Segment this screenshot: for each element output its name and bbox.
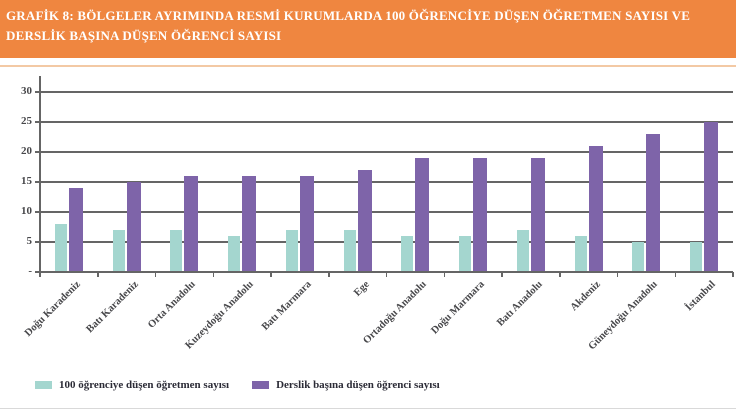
bar-students-per-classroom (357, 170, 372, 272)
bar-students-per-classroom (473, 158, 488, 272)
x-axis-tick (674, 272, 676, 277)
y-axis-tick (35, 121, 40, 123)
chart-title-line-1: GRAFİK 8: BÖLGELER AYRIMINDA RESMİ KURUM… (6, 8, 691, 23)
bar-teachers-per-100-students (112, 230, 125, 272)
chart-title-bar: GRAFİK 8: BÖLGELER AYRIMINDA RESMİ KURUM… (0, 0, 736, 58)
bottom-divider (0, 408, 736, 409)
bar-students-per-classroom (588, 146, 603, 272)
legend-item-teachers-per-100-students: 100 öğrenciye düşen öğretmen sayısı (35, 379, 229, 391)
x-axis-tick (270, 272, 272, 277)
legend-label-students: Derslik başına düşen öğrenci sayısı (276, 379, 440, 391)
y-axis-label: 25 (21, 115, 32, 127)
y-axis-label: 20 (21, 145, 32, 157)
y-axis-tick (35, 91, 40, 93)
y-axis-label: 5 (26, 235, 33, 247)
x-axis-tick (212, 272, 214, 277)
bar-students-per-classroom (646, 134, 661, 272)
x-axis-label: Güneydoğu Anadolu (586, 279, 661, 353)
gridline (40, 151, 733, 153)
y-axis-tick (35, 181, 40, 183)
bar-teachers-per-100-students (632, 242, 645, 272)
x-axis-label: İstanbul (683, 279, 718, 314)
bar-teachers-per-100-students (170, 230, 183, 272)
bar-teachers-per-100-students (574, 236, 587, 272)
x-axis-tick (501, 272, 503, 277)
legend-swatch-purple (252, 381, 270, 389)
gridline (40, 121, 733, 123)
x-axis-tick (97, 272, 99, 277)
x-axis-label: Batı Anadolu (494, 279, 545, 329)
bar-students-per-classroom (242, 176, 257, 272)
bar-students-per-classroom (530, 158, 545, 272)
x-axis-tick (559, 272, 561, 277)
chart-title-line-2: DERSLİK BAŞINA DÜŞEN ÖĞRENCİ SAYISI (6, 27, 282, 43)
y-axis-label: 10 (21, 205, 32, 217)
bar-teachers-per-100-students (401, 236, 414, 272)
gridline (40, 241, 733, 243)
bar-students-per-classroom (704, 122, 719, 272)
bar-students-per-classroom (415, 158, 430, 272)
y-axis-tick (35, 241, 40, 243)
y-axis-tick (35, 211, 40, 213)
x-axis-tick (39, 272, 41, 277)
bar-students-per-classroom (126, 182, 141, 272)
x-axis-label: Akdeniz (568, 279, 603, 314)
y-axis-tick (35, 271, 40, 273)
header-separator (0, 65, 736, 67)
bar-teachers-per-100-students (516, 230, 529, 272)
gridline (40, 211, 733, 213)
legend-label-teachers: 100 öğrenciye düşen öğretmen sayısı (59, 379, 230, 391)
y-axis-label: 15 (21, 175, 32, 187)
x-axis-tick (328, 272, 330, 277)
x-axis-tick (385, 272, 388, 277)
bar-teachers-per-100-students (343, 230, 356, 272)
x-axis-tick (154, 272, 157, 277)
bar-teachers-per-100-students (459, 236, 472, 272)
x-axis-tick (616, 272, 619, 277)
legend-swatch-teal (35, 381, 52, 389)
x-axis-tick (443, 272, 445, 277)
y-axis-tick (35, 151, 40, 153)
legend-item-students-per-classroom: Derslik başına düşen öğrenci sayısı (252, 379, 440, 391)
y-axis-label: - (28, 265, 32, 277)
bar-students-per-classroom (68, 188, 83, 272)
bar-teachers-per-100-students (690, 242, 703, 272)
bar-students-per-classroom (299, 176, 314, 272)
gridline (40, 181, 733, 183)
y-axis (39, 76, 41, 274)
y-axis-label: 30 (21, 85, 32, 97)
x-axis-tick (732, 272, 734, 277)
bar-teachers-per-100-students (285, 230, 298, 272)
bar-teachers-per-100-students (228, 236, 241, 272)
gridline (40, 91, 733, 93)
chart-legend: 100 öğrenciye düşen öğretmen sayısı Ders… (35, 379, 440, 391)
bar-teachers-per-100-students (54, 224, 67, 272)
bar-students-per-classroom (184, 176, 199, 272)
